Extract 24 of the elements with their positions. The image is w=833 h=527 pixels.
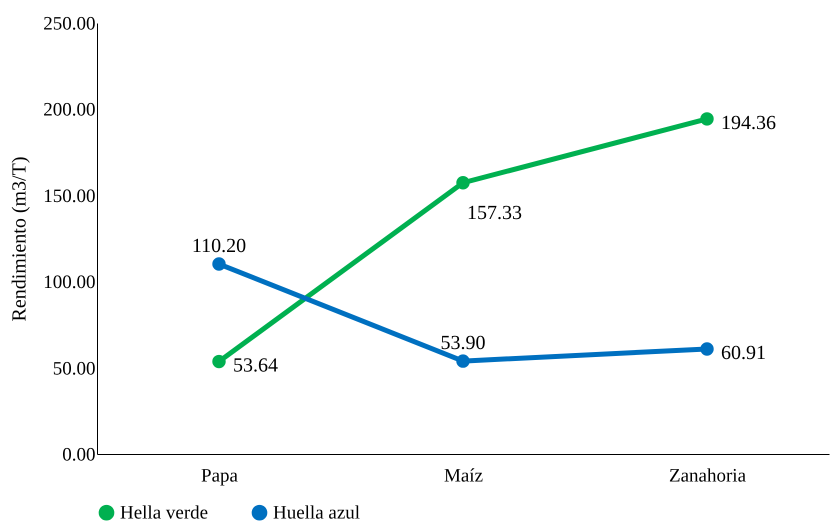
data-label: 53.90 — [440, 332, 486, 354]
x-tick-label: Papa — [201, 466, 239, 486]
legend-label: Huella azul — [273, 502, 360, 524]
point — [212, 257, 226, 271]
data-label: 53.64 — [233, 354, 278, 377]
y-tick-label: 150.00 — [43, 186, 96, 207]
y-tick-label: 50.00 — [52, 358, 96, 380]
data-label: 157.33 — [467, 202, 522, 224]
point — [456, 176, 470, 190]
point — [456, 354, 470, 368]
data-label: 110.20 — [192, 235, 246, 258]
y-axis-title: Rendimiento (m3/T) — [8, 156, 30, 322]
y-tick-label: 0.00 — [62, 444, 96, 466]
point — [212, 354, 226, 368]
point — [700, 342, 714, 356]
data-label: 194.36 — [721, 112, 776, 134]
x-tick-label: Zanahoria — [668, 466, 747, 486]
legend-label: Hella verde — [120, 502, 208, 524]
y-tick-label: 250.00 — [43, 14, 96, 34]
y-tick-label: 100.00 — [43, 272, 96, 294]
y-tick-label: 200.00 — [43, 100, 96, 121]
data-label: 60.91 — [721, 342, 766, 364]
point — [700, 112, 714, 126]
x-tick-label: Maíz — [444, 466, 484, 486]
